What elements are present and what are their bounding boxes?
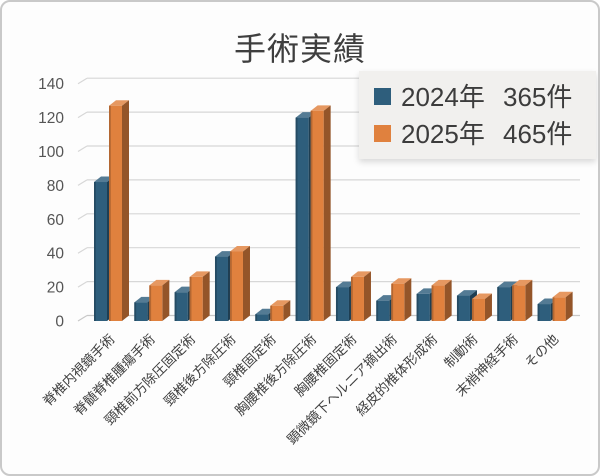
legend-item-2024: 2024年 365件 [359, 84, 596, 110]
x-category-label: 頸椎後方除圧術 [161, 332, 239, 410]
chart-legend: 2024年 365件 2025年 465件 [359, 71, 596, 159]
x-category-label: 脊椎内視鏡手術 [40, 332, 118, 410]
bar-2025年-3 [229, 246, 250, 321]
legend-year-2025: 2025年 [401, 118, 485, 149]
bars [94, 100, 573, 321]
bar-2025年-10 [512, 279, 533, 321]
y-tick-label: 20 [47, 280, 65, 297]
x-category-label: その他 [522, 332, 562, 372]
legend-item-2025: 2025年 465件 [359, 121, 596, 147]
y-axis-labels: 0 20 40 60 80 100 120 140 [38, 76, 64, 330]
bar-2025年-9 [471, 293, 492, 321]
x-axis-labels: 脊椎内視鏡手術脊髄脊椎腫瘍手術頸椎前方除圧固定術頸椎後方除圧術頸椎固定術胸腰椎後… [40, 331, 562, 448]
y-tick-label: 120 [38, 110, 64, 127]
bar-2025年-5 [310, 105, 331, 321]
bar-2025年-2 [189, 271, 210, 321]
y-tick-label: 60 [47, 212, 65, 229]
bar-2025年-8 [431, 279, 452, 321]
bar-2025年-0 [109, 100, 129, 321]
y-tick-label: 0 [55, 314, 64, 331]
legend-count-2024: 365件 [503, 81, 573, 112]
legend-count-2025: 465件 [503, 118, 573, 149]
chart-title: 手術実績 [233, 30, 366, 68]
y-tick-label: 100 [38, 144, 64, 161]
bar-2025年-11 [552, 291, 573, 321]
bar-2025年-6 [350, 271, 371, 321]
bar-2025年-7 [391, 278, 412, 321]
y-tick-label: 140 [38, 76, 64, 93]
legend-swatch-2024 [374, 88, 391, 105]
y-tick-label: 80 [47, 178, 65, 195]
bar-2025年-4 [270, 300, 291, 321]
legend-swatch-2025 [374, 125, 391, 142]
legend-year-2024: 2024年 [401, 81, 485, 112]
bar-2025年-1 [149, 279, 170, 321]
y-tick-label: 40 [47, 246, 65, 263]
